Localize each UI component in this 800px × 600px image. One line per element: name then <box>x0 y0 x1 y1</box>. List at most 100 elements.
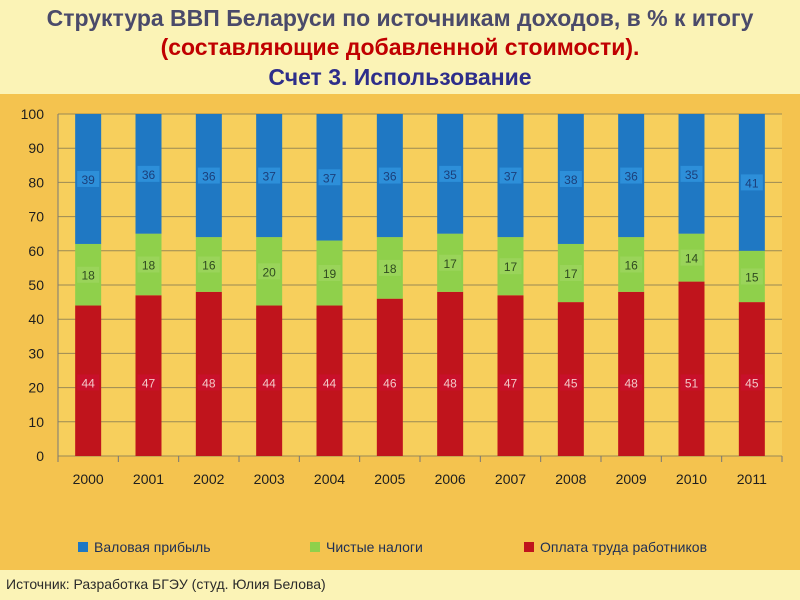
x-tick-label: 2002 <box>193 471 224 487</box>
stacked-bar-chart: 0 10 20 30 40 50 60 70 80 90 100 2000 44 18 39 2001 47 18… <box>21 106 783 487</box>
legend-swatch-taxes <box>310 542 320 552</box>
data-label-taxes-2002: 16 <box>202 258 216 272</box>
bar-labor-2002 <box>195 291 222 456</box>
legend: Валовая прибыль Чистые налоги Оплата труда… <box>0 539 800 557</box>
data-label-bg <box>680 249 703 266</box>
legend-item-profit: Валовая прибыль <box>78 539 211 555</box>
data-label-bg <box>137 374 160 391</box>
data-label-bg <box>740 374 763 391</box>
y-tick-label: 0 <box>36 448 44 464</box>
data-label-bg <box>620 167 643 184</box>
x-tick-label: 2007 <box>495 471 526 487</box>
data-label-profit-2009: 36 <box>624 170 638 184</box>
data-label-bg <box>77 374 100 391</box>
chart-subtitle: Счет 3. Использование <box>268 64 532 90</box>
data-label-labor-2002: 48 <box>202 376 216 390</box>
data-label-taxes-2006: 17 <box>443 257 457 271</box>
x-tick-label: 2003 <box>254 471 285 487</box>
data-label-taxes-2005: 18 <box>383 262 397 276</box>
title-main: Структура ВВП Беларуси по источникам дох… <box>46 5 754 31</box>
data-label-profit-2000: 39 <box>81 173 95 187</box>
x-tick-label: 2004 <box>314 471 345 487</box>
title-highlight: (составляющие добавленной стоимости). <box>160 34 640 60</box>
data-label-profit-2001: 36 <box>142 168 156 182</box>
chart-area: 0 10 20 30 40 50 60 70 80 90 100 2000 44 18 39 2001 47 18… <box>0 94 800 520</box>
data-label-bg <box>680 374 703 391</box>
data-label-labor-2001: 47 <box>142 376 156 390</box>
x-tick-label: 2008 <box>555 471 586 487</box>
chart-title: Структура ВВП Беларуси по источникам дох… <box>0 4 800 62</box>
data-label-bg <box>197 167 220 184</box>
data-label-labor-2004: 44 <box>323 376 337 390</box>
y-tick-label: 10 <box>28 414 44 430</box>
y-tick-label: 60 <box>28 243 44 259</box>
data-label-taxes-2008: 17 <box>564 267 578 281</box>
data-label-bg <box>378 259 401 276</box>
data-label-taxes-2000: 18 <box>81 269 95 283</box>
data-label-bg <box>378 167 401 184</box>
x-tick-label: 2001 <box>133 471 164 487</box>
data-label-labor-2008: 45 <box>564 376 578 390</box>
data-label-taxes-2001: 18 <box>142 258 156 272</box>
data-label-bg <box>439 165 462 182</box>
data-label-labor-2010: 51 <box>685 376 699 390</box>
data-label-bg <box>559 374 582 391</box>
legend-label-labor: Оплата труда работников <box>540 539 708 555</box>
data-label-profit-2008: 38 <box>564 173 578 187</box>
source-note: Источник: Разработка БГЭУ (студ. Юлия Бе… <box>6 576 326 592</box>
legend-label-taxes: Чистые налоги <box>326 539 423 555</box>
legend-item-taxes: Чистые налоги <box>310 539 423 555</box>
y-tick-label: 20 <box>28 380 44 396</box>
data-label-bg <box>77 266 100 283</box>
data-label-taxes-2004: 19 <box>323 267 337 281</box>
data-label-bg <box>137 256 160 273</box>
data-label-profit-2004: 37 <box>323 171 337 185</box>
bar-labor-2006 <box>437 291 464 456</box>
data-label-labor-2000: 44 <box>81 376 95 390</box>
data-label-bg <box>499 258 522 275</box>
data-label-bg <box>258 263 281 280</box>
data-label-bg <box>559 170 582 187</box>
data-label-labor-2006: 48 <box>443 376 457 390</box>
y-tick-label: 50 <box>28 277 44 293</box>
data-label-labor-2003: 44 <box>262 376 276 390</box>
x-tick-label: 2009 <box>616 471 647 487</box>
data-label-bg <box>258 374 281 391</box>
data-label-profit-2007: 37 <box>504 170 518 184</box>
bar-labor-2009 <box>618 291 645 456</box>
legend-swatch-labor <box>524 542 534 552</box>
y-tick-label: 40 <box>28 311 44 327</box>
data-label-bg <box>620 256 643 273</box>
data-label-bg <box>499 374 522 391</box>
data-label-profit-2005: 36 <box>383 170 397 184</box>
data-label-bg <box>197 374 220 391</box>
data-label-taxes-2010: 14 <box>685 252 699 266</box>
data-label-labor-2007: 47 <box>504 376 518 390</box>
legend-area <box>0 520 800 570</box>
data-label-profit-2003: 37 <box>262 170 276 184</box>
data-label-bg <box>439 254 462 271</box>
data-label-profit-2006: 35 <box>443 168 457 182</box>
data-label-bg <box>378 374 401 391</box>
legend-label-profit: Валовая прибыль <box>94 539 211 555</box>
legend-swatch-profit <box>78 542 88 552</box>
data-label-bg <box>197 256 220 273</box>
legend-item-labor: Оплата труда работников <box>524 539 707 555</box>
data-label-taxes-2007: 17 <box>504 260 518 274</box>
bar-labor-2010 <box>678 281 705 456</box>
x-tick-label: 2006 <box>435 471 466 487</box>
data-label-bg <box>559 265 582 282</box>
data-label-taxes-2003: 20 <box>262 265 276 279</box>
y-tick-label: 80 <box>28 174 44 190</box>
data-label-bg <box>318 169 341 186</box>
x-tick-label: 2011 <box>737 471 767 487</box>
data-label-bg <box>740 174 763 191</box>
x-tick-label: 2005 <box>374 471 405 487</box>
data-label-bg <box>318 265 341 282</box>
data-label-profit-2010: 35 <box>685 168 699 182</box>
x-tick-label: 2000 <box>73 471 104 487</box>
data-label-labor-2005: 46 <box>383 376 397 390</box>
data-label-labor-2011: 45 <box>745 376 759 390</box>
data-label-bg <box>77 170 100 187</box>
y-tick-label: 30 <box>28 345 44 361</box>
